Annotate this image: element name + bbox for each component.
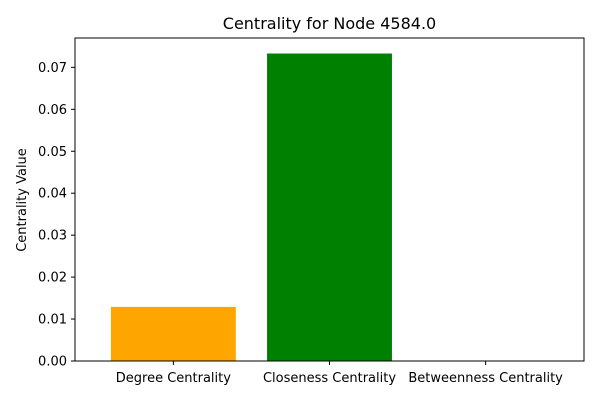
y-ticks-group: 0.00 0.01 0.02 0.03 0.04 0.05 0.06 0.07 [38, 61, 75, 370]
bar-closeness-centrality [267, 53, 392, 362]
y-tick-label: 0.07 [38, 61, 67, 76]
y-tick-label: 0.05 [38, 145, 67, 160]
chart-title: Centrality for Node 4584.0 [223, 14, 436, 33]
y-tick-label: 0.00 [38, 355, 67, 370]
y-axis-label: Centrality Value [15, 148, 30, 252]
y-tick-label: 0.04 [38, 187, 67, 202]
bar-degree-centrality [110, 306, 236, 361]
y-tick-label: 0.01 [38, 313, 67, 328]
y-tick-label: 0.03 [38, 229, 67, 244]
x-ticks-group: Degree Centrality Closeness Centrality Bet… [116, 361, 563, 386]
y-tick-label: 0.02 [38, 271, 67, 286]
x-tick-label: Degree Centrality [116, 371, 231, 386]
x-tick-label: Closeness Centrality [263, 371, 396, 386]
plot-frame [74, 37, 585, 362]
bars-group [110, 53, 392, 362]
x-tick-label: Betweenness Centrality [408, 371, 563, 386]
y-tick-label: 0.06 [38, 103, 67, 118]
